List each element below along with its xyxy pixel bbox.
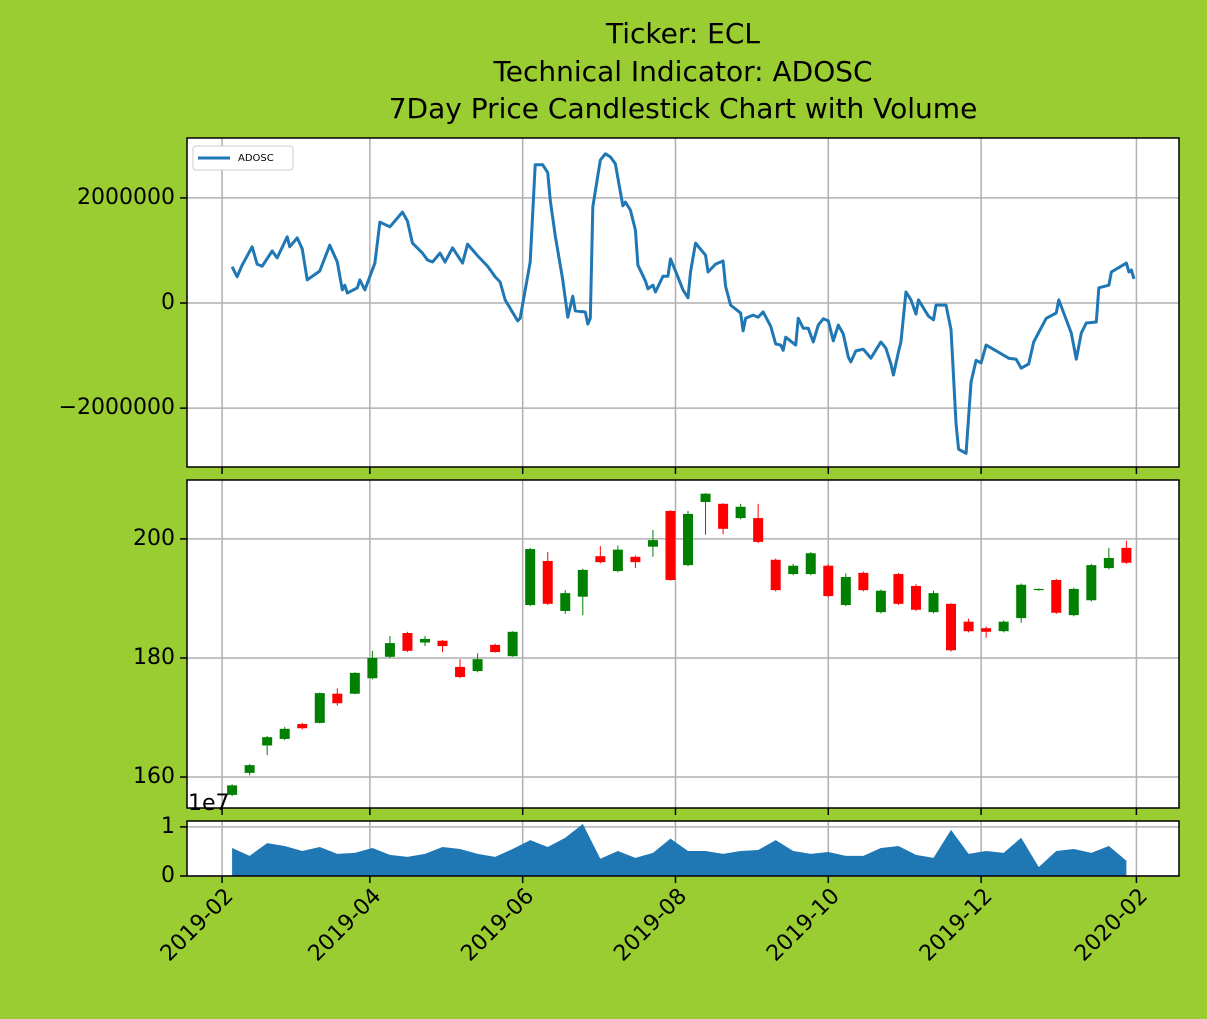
candle-body [823, 565, 834, 597]
candle-body [384, 643, 395, 657]
candle-body [683, 513, 694, 566]
candle-body [595, 556, 606, 563]
candle-body [928, 593, 939, 613]
candle-body [262, 737, 273, 746]
candle-body [647, 540, 658, 547]
y-tick-label: 200 [133, 526, 175, 551]
candle-body [1121, 547, 1132, 563]
candle-body [788, 565, 799, 575]
legend-label: ADOSC [238, 153, 274, 164]
candle-body [998, 621, 1009, 632]
candle-body [472, 659, 483, 672]
plot-frame [186, 820, 1180, 877]
candle-body [718, 503, 729, 529]
candle-body [630, 556, 641, 563]
candle-body [910, 585, 921, 610]
y-tick-label: 1 [161, 814, 175, 839]
candle-body [858, 572, 869, 591]
candle-body [507, 631, 518, 657]
y-tick-label: 0 [161, 863, 175, 888]
plot-area [187, 480, 1179, 808]
plot-frame [186, 479, 1180, 809]
candle-body [560, 593, 571, 611]
candle-body [805, 553, 816, 575]
chart-title: Technical Indicator: ADOSC [492, 55, 872, 88]
chart-title: 7Day Price Candlestick Chart with Volume [389, 92, 978, 125]
candle-body [542, 560, 553, 604]
candle-body [244, 765, 255, 773]
candle-body [1103, 557, 1114, 569]
candle-body [525, 549, 536, 606]
candle-body [875, 590, 886, 613]
candle-body [946, 603, 957, 651]
candle-body [227, 785, 238, 795]
candle-body [297, 724, 308, 729]
candle-body [367, 657, 378, 679]
candle-body [981, 628, 992, 632]
candle-body [419, 638, 430, 643]
y-tick-label: 180 [133, 645, 175, 670]
candle-body [1068, 588, 1079, 616]
candle-body [770, 559, 781, 591]
candle-body [963, 621, 974, 632]
line-series [230, 152, 1136, 455]
legend-box [192, 145, 294, 171]
candle-body [332, 693, 343, 704]
candle-body [314, 693, 325, 723]
chart-title: Ticker: ECL [605, 17, 760, 50]
y-tick-label: 160 [133, 764, 175, 789]
y-tick-label: 0 [161, 290, 175, 315]
candle-body [1016, 584, 1027, 619]
candle-body [437, 640, 448, 647]
candle-body [402, 632, 413, 651]
candle-body [1051, 580, 1062, 613]
candle-body [753, 518, 764, 542]
candle-body [840, 577, 851, 606]
candle-body [665, 510, 676, 581]
plot-frame [186, 137, 1180, 468]
candle-body [455, 666, 466, 678]
candle-body [1086, 565, 1097, 601]
candle-body [1033, 588, 1044, 591]
y-tick-label: −2000000 [59, 395, 175, 420]
y-tick-label: 2000000 [77, 185, 175, 210]
volume-area [232, 823, 1127, 876]
candle-body [490, 644, 501, 653]
candle-body [893, 574, 904, 604]
candle-body [735, 506, 746, 519]
candle-body [279, 728, 290, 739]
candle-body [612, 549, 623, 572]
candle-body [577, 569, 588, 597]
candle-body [700, 493, 711, 503]
y-offset-label: 1e7 [188, 791, 230, 816]
candle-body [349, 672, 360, 694]
